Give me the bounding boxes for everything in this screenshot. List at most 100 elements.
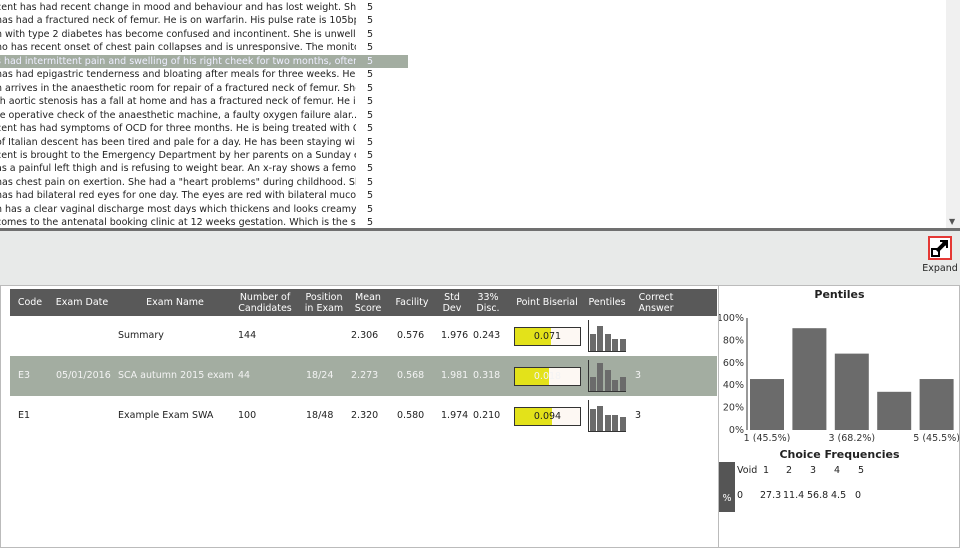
- question-row[interactable]: has had a fractured neck of femur. He is…: [0, 14, 408, 28]
- question-row[interactable]: s had intermittent pain and swelling of …: [0, 54, 408, 69]
- question-row[interactable]: n with type 2 diabetes has become confus…: [0, 28, 408, 42]
- x-tick-label: 3 (68.2%): [828, 433, 875, 442]
- cell-code: E3: [18, 370, 31, 381]
- choice-value: 0: [737, 490, 744, 501]
- table-row[interactable]: E1 Example Exam SWA 100 18/48 2.320 0.580 1.97…: [10, 396, 717, 436]
- expand-button[interactable]: Expand: [920, 236, 960, 274]
- question-text: th aortic stenosis has a fall at home an…: [0, 96, 356, 108]
- cell-facility: 0.576: [397, 330, 425, 341]
- cell-position: 18/24: [306, 370, 334, 381]
- question-text: has chest pain on exertion. She had a "h…: [0, 176, 356, 188]
- table-header: Code Exam Date Exam Name Number of Candidat…: [10, 289, 717, 316]
- question-text: as a painful left thigh and is refusing …: [0, 163, 356, 175]
- question-row[interactable]: cent has had symptoms of OCD for three m…: [0, 122, 408, 136]
- column-header[interactable]: Pentiles: [588, 297, 626, 308]
- question-count: 5: [367, 136, 374, 148]
- question-text: ho has recent onset of chest pain collap…: [0, 42, 356, 54]
- choice-value: 56.8: [807, 490, 829, 501]
- column-header[interactable]: 33% Disc.: [476, 291, 500, 314]
- table-row[interactable]: E3 05/01/2016 SCA autumn 2015 exam 44 18/24 2…: [10, 356, 717, 396]
- question-text: n arrives in the anaesthetic room for re…: [0, 82, 356, 94]
- point-biserial-bar: 0.094: [514, 407, 581, 426]
- pentile-bar: [792, 328, 827, 430]
- question-count: 5: [367, 69, 374, 81]
- question-count: 5: [367, 96, 374, 108]
- question-row[interactable]: cent has had recent change in mood and b…: [0, 1, 408, 15]
- column-header[interactable]: Point Biserial: [516, 297, 578, 308]
- column-header[interactable]: Position in Exam: [304, 291, 344, 314]
- choice-value: 27.3: [760, 490, 782, 501]
- question-count: 5: [367, 82, 374, 94]
- point-biserial-value: 0.018: [533, 371, 562, 382]
- question-count: 5: [367, 42, 374, 54]
- choice-label: 5: [858, 465, 865, 476]
- mini-pentile-bar: [590, 408, 596, 431]
- question-count: 5: [367, 55, 374, 67]
- expand-label: Expand: [922, 263, 958, 274]
- question-row[interactable]: comes to the antenatal booking clinic at…: [0, 216, 408, 228]
- question-text: re operative check of the anaesthetic ma…: [0, 109, 356, 121]
- choice-label: 3: [810, 465, 817, 476]
- column-header[interactable]: Number of Candidates: [238, 291, 292, 314]
- cell-std: 1.976: [441, 330, 469, 341]
- scroll-down-icon[interactable]: ▼: [949, 217, 956, 226]
- question-count: 5: [367, 176, 374, 188]
- mini-pentile-bar: [604, 414, 611, 431]
- pentiles-panel: Pentiles 0% 20% 40% 60% 80% 100% 1 (45.5%) 3 (6…: [719, 285, 960, 548]
- splitter[interactable]: [0, 228, 960, 231]
- question-row[interactable]: as a painful left thigh and is refusing …: [0, 162, 408, 176]
- choice-label: 4: [834, 465, 841, 476]
- mini-pentile-bar: [612, 414, 619, 431]
- mini-pentile-bar: [590, 333, 596, 351]
- choice-value: 11.4: [783, 490, 805, 501]
- column-header[interactable]: Mean Score: [354, 291, 382, 314]
- cell-correct: 3: [635, 370, 642, 381]
- column-header[interactable]: Std Dev: [442, 291, 462, 314]
- question-row[interactable]: has had bilateral red eyes for one day. …: [0, 189, 408, 203]
- question-row[interactable]: n has a clear vaginal discharge most day…: [0, 203, 408, 217]
- column-header[interactable]: Code: [17, 297, 43, 308]
- mini-pentiles-chart: [588, 400, 626, 432]
- question-row[interactable]: has chest pain on exertion. She had a "h…: [0, 176, 408, 190]
- y-tick-label: 100%: [719, 313, 744, 324]
- question-count: 5: [367, 149, 374, 161]
- question-count: 5: [367, 203, 374, 215]
- mini-pentile-bar: [597, 406, 604, 431]
- x-tick-label: 5 (45.5%): [913, 433, 960, 442]
- question-row[interactable]: th aortic stenosis has a fall at home an…: [0, 95, 408, 109]
- question-text: of Italian descent has been tired and pa…: [0, 136, 356, 148]
- cell-facility: 0.568: [397, 370, 425, 381]
- column-header[interactable]: Correct Answer: [638, 291, 674, 314]
- question-row[interactable]: of Italian descent has been tired and pa…: [0, 136, 408, 150]
- question-row[interactable]: n arrives in the anaesthetic room for re…: [0, 82, 408, 96]
- question-text: n with type 2 diabetes has become confus…: [0, 28, 356, 40]
- question-list-scrollbar[interactable]: ▼: [946, 0, 960, 228]
- column-header[interactable]: Facility: [395, 297, 429, 308]
- column-header[interactable]: Exam Date: [55, 297, 109, 308]
- cell-mean: 2.320: [351, 410, 379, 421]
- point-biserial-fill: [515, 408, 553, 425]
- cell-name: SCA autumn 2015 exam: [118, 370, 234, 381]
- column-header[interactable]: Exam Name: [146, 297, 204, 308]
- choice-label: 1: [763, 465, 770, 476]
- mini-pentile-bar: [597, 362, 604, 391]
- point-biserial-value: 0.094: [533, 411, 562, 422]
- question-row[interactable]: ho has recent onset of chest pain collap…: [0, 41, 408, 55]
- mini-pentile-bar: [604, 333, 611, 351]
- question-row[interactable]: has had epigastric tenderness and bloati…: [0, 68, 408, 82]
- y-tick-label: 40%: [723, 380, 744, 391]
- table-row[interactable]: Summary 144 2.306 0.576 1.976 0.243 0.071: [10, 316, 717, 356]
- mini-pentiles-chart: [588, 360, 626, 392]
- question-text: has had bilateral red eyes for one day. …: [0, 190, 356, 202]
- cell-candidates: 100: [238, 410, 257, 421]
- point-biserial-fill: [515, 328, 552, 345]
- choice-header-cell: [719, 462, 735, 486]
- cell-candidates: 144: [238, 330, 257, 341]
- cell-position: 18/48: [306, 410, 334, 421]
- question-row[interactable]: re operative check of the anaesthetic ma…: [0, 109, 408, 123]
- cell-disc: 0.318: [473, 370, 501, 381]
- mini-pentile-bar: [612, 339, 619, 351]
- mini-pentile-bar: [619, 339, 626, 351]
- question-text: comes to the antenatal booking clinic at…: [0, 217, 356, 228]
- question-row[interactable]: cent is brought to the Emergency Departm…: [0, 149, 408, 163]
